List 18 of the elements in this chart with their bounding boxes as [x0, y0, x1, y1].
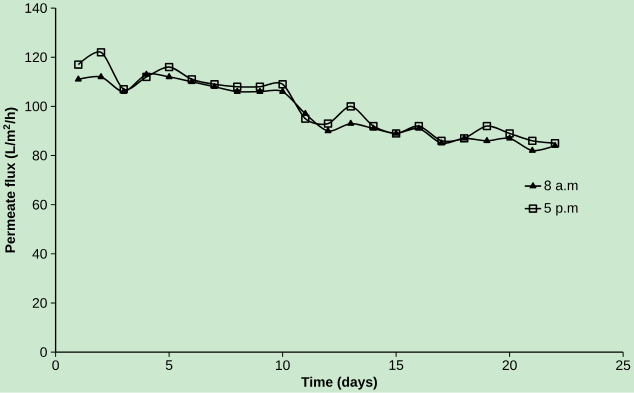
y-tick-label: 60: [32, 200, 47, 210]
x-tick-label: 15: [389, 360, 404, 370]
y-tick-label: 80: [32, 150, 47, 161]
y-tick-label: 0: [40, 347, 47, 358]
legend-label: 5 p.m: [544, 203, 578, 216]
x-tick-label: 10: [276, 360, 290, 370]
y-axis-title: Permeate flux (L/m$^{2}$/h): [3, 108, 18, 252]
y-tick-label: 20: [32, 298, 47, 308]
x-tick-label: 25: [616, 360, 630, 370]
x-tick-label: 5: [166, 360, 172, 370]
y-tick-label: 140: [25, 3, 47, 14]
legend-label: 8 a.m: [544, 180, 578, 190]
x-tick-label: 0: [52, 360, 59, 370]
x-axis-title: Time (days): [301, 376, 377, 390]
y-tick-label: 120: [25, 52, 47, 62]
x-tick-label: 20: [502, 360, 517, 370]
y-tick-label: 40: [32, 249, 47, 259]
y-tick-label: 100: [25, 102, 47, 112]
